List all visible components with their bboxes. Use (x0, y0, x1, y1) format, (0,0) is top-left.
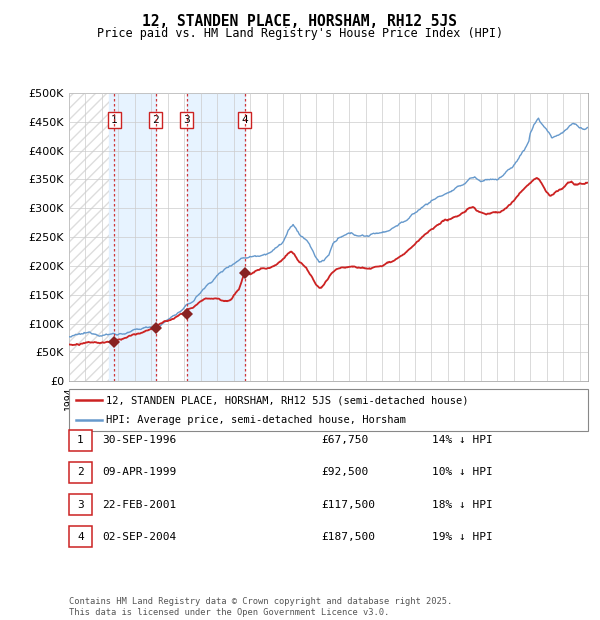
Text: 4: 4 (241, 115, 248, 125)
Text: £92,500: £92,500 (321, 467, 368, 477)
Text: 12, STANDEN PLACE, HORSHAM, RH12 5JS: 12, STANDEN PLACE, HORSHAM, RH12 5JS (143, 14, 458, 29)
Text: HPI: Average price, semi-detached house, Horsham: HPI: Average price, semi-detached house,… (106, 415, 406, 425)
Text: 30-SEP-1996: 30-SEP-1996 (102, 435, 176, 445)
Bar (187, 93, 245, 381)
Bar (109, 93, 156, 381)
Text: 18% ↓ HPI: 18% ↓ HPI (432, 500, 493, 510)
Text: 10% ↓ HPI: 10% ↓ HPI (432, 467, 493, 477)
Text: Contains HM Land Registry data © Crown copyright and database right 2025.
This d: Contains HM Land Registry data © Crown c… (69, 598, 452, 617)
Text: 4: 4 (77, 532, 84, 542)
Text: £187,500: £187,500 (321, 532, 375, 542)
Text: 1: 1 (111, 115, 118, 125)
Text: 2: 2 (77, 467, 84, 477)
Text: 02-SEP-2004: 02-SEP-2004 (102, 532, 176, 542)
Text: 14% ↓ HPI: 14% ↓ HPI (432, 435, 493, 445)
Text: 1: 1 (77, 435, 84, 445)
Text: £117,500: £117,500 (321, 500, 375, 510)
Text: 3: 3 (77, 500, 84, 510)
Text: 09-APR-1999: 09-APR-1999 (102, 467, 176, 477)
Text: 22-FEB-2001: 22-FEB-2001 (102, 500, 176, 510)
Bar (69, 93, 109, 381)
Text: Price paid vs. HM Land Registry's House Price Index (HPI): Price paid vs. HM Land Registry's House … (97, 27, 503, 40)
Text: 19% ↓ HPI: 19% ↓ HPI (432, 532, 493, 542)
Bar (69, 93, 109, 381)
Text: 3: 3 (183, 115, 190, 125)
Text: 12, STANDEN PLACE, HORSHAM, RH12 5JS (semi-detached house): 12, STANDEN PLACE, HORSHAM, RH12 5JS (se… (106, 395, 469, 405)
Text: £67,750: £67,750 (321, 435, 368, 445)
Text: 2: 2 (152, 115, 159, 125)
